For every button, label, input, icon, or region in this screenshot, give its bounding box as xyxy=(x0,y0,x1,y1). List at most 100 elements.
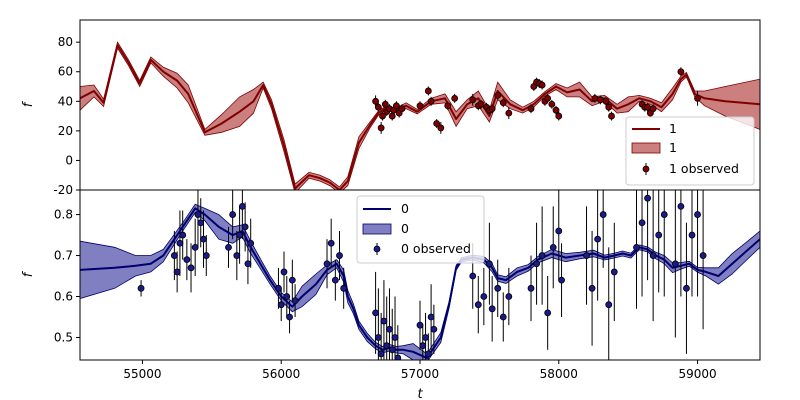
x-tick-label: 58000 xyxy=(540,367,578,381)
x-tick-label: 56000 xyxy=(262,367,300,381)
top-observed-point xyxy=(437,124,445,132)
top-observed-point xyxy=(477,100,485,108)
bot-observed-point xyxy=(583,252,590,259)
top-observed-point xyxy=(544,94,552,102)
bot-observed-point xyxy=(660,211,668,218)
bot-observed-point xyxy=(374,334,382,341)
top-observed-point xyxy=(548,100,556,108)
top-uncertainty-band xyxy=(80,41,760,190)
bottom-legend-label-observed: 0 observed xyxy=(401,241,471,256)
top-model-line-layer xyxy=(80,44,760,190)
top-observed-point xyxy=(374,103,382,111)
top-observed-point xyxy=(377,124,385,132)
bot-observed-point xyxy=(485,260,493,268)
top-observed-point xyxy=(499,99,507,107)
bot-observed-point xyxy=(238,202,246,210)
bot-observed-point xyxy=(331,276,339,284)
top-observed-point xyxy=(398,105,406,113)
top-observed-point xyxy=(552,106,560,114)
bot-observed-point xyxy=(494,284,502,292)
bot-observed-point xyxy=(170,252,178,259)
bot-observed-point xyxy=(430,325,438,333)
bot-observed-point xyxy=(247,239,255,247)
bot-observed-point xyxy=(419,342,427,350)
x-tick-label: 57000 xyxy=(401,367,439,381)
bot-observed-point xyxy=(694,211,701,218)
bot-observed-point xyxy=(202,252,210,259)
bot-observed-point xyxy=(633,243,640,251)
bot-observed-point xyxy=(527,284,535,292)
top-observed-point xyxy=(379,112,386,120)
top-observed-point xyxy=(591,94,599,102)
top-legend-box xyxy=(625,116,755,186)
top-observed-point xyxy=(444,102,452,110)
top-legend-band-swatch xyxy=(631,142,661,154)
bot-observed-point xyxy=(225,243,232,251)
bottom-legend-label-band: 0 xyxy=(401,221,409,236)
bot-observed-point xyxy=(179,231,187,239)
top-y-axis: -20 0 20 40 60 80 xyxy=(53,35,80,197)
bot-observed-point xyxy=(555,227,563,235)
bottom-legend-box xyxy=(356,195,485,264)
bot-observed-point xyxy=(377,350,385,358)
x-tick-label: 59000 xyxy=(678,367,716,381)
bot-observed-point xyxy=(480,293,488,300)
top-y-tick-label: 80 xyxy=(58,35,73,49)
bot-observed-point xyxy=(283,293,291,300)
bot-observed-point xyxy=(671,260,679,268)
top-y-tick-label: 20 xyxy=(58,124,73,138)
top-observed-point xyxy=(555,112,563,120)
bot-observed-point xyxy=(277,301,285,309)
top-observed-point xyxy=(427,97,435,105)
top-observed-point xyxy=(451,94,459,102)
x-axis: 55000 56000 57000 58000 59000 xyxy=(123,360,717,381)
bot-observed-point xyxy=(505,293,513,300)
bot-observed-point xyxy=(538,252,546,259)
top-observed-point xyxy=(416,102,424,110)
bot-observed-point xyxy=(558,276,565,284)
top-legend-label-line: 1 xyxy=(669,121,677,136)
top-observed-point xyxy=(469,96,477,104)
bottom-model-line-layer xyxy=(80,207,760,359)
top-observed-point xyxy=(372,97,379,105)
bot-observed-point xyxy=(655,231,663,239)
x-axis-label: t xyxy=(417,387,423,400)
bot-observed-point xyxy=(610,268,618,276)
top-observed-point xyxy=(424,87,432,95)
bottom-legend-point-swatch xyxy=(373,245,381,253)
top-observed-point xyxy=(644,103,651,111)
bot-observed-point xyxy=(549,243,557,251)
bot-observed-point xyxy=(327,239,335,247)
bottom-legend-label-line: 0 xyxy=(401,201,409,216)
bot-y-tick-label: 0.5 xyxy=(54,330,73,344)
bot-observed-point xyxy=(394,354,402,360)
bot-observed-point xyxy=(469,272,477,280)
bottom-y-axis-label: f xyxy=(21,270,36,277)
bot-observed-point xyxy=(187,264,195,272)
bot-observed-point xyxy=(699,252,707,259)
bot-observed-point xyxy=(336,252,343,259)
top-observed-point xyxy=(608,112,615,120)
bot-observed-point xyxy=(605,301,613,309)
bot-observed-point xyxy=(594,235,602,243)
bot-observed-point xyxy=(286,313,293,321)
top-observed-point xyxy=(694,94,701,102)
bot-observed-point xyxy=(688,231,696,239)
bot-observed-point xyxy=(427,313,435,321)
bot-y-tick-label: 0.6 xyxy=(54,290,73,304)
top-observed-point xyxy=(494,91,502,99)
bot-observed-point xyxy=(474,301,482,309)
top-y-tick-label: 0 xyxy=(65,153,73,167)
bottom-legend: 0 0 0 observed xyxy=(356,195,485,264)
top-observed-point xyxy=(527,105,535,113)
bottom-panel: 0.5 0.6 0.7 0.8 55000 56000 57000 58000 59000 f… xyxy=(21,189,761,400)
x-tick-label: 55000 xyxy=(123,367,161,381)
bot-observed-point xyxy=(176,239,184,247)
top-legend-label-band: 1 xyxy=(669,140,677,155)
bot-observed-point xyxy=(649,252,657,259)
top-observed-point xyxy=(505,109,513,117)
bot-observed-point xyxy=(416,321,424,329)
top-y-tick-label: 40 xyxy=(58,94,73,108)
top-legend: 1 1 1 observed xyxy=(625,116,755,186)
